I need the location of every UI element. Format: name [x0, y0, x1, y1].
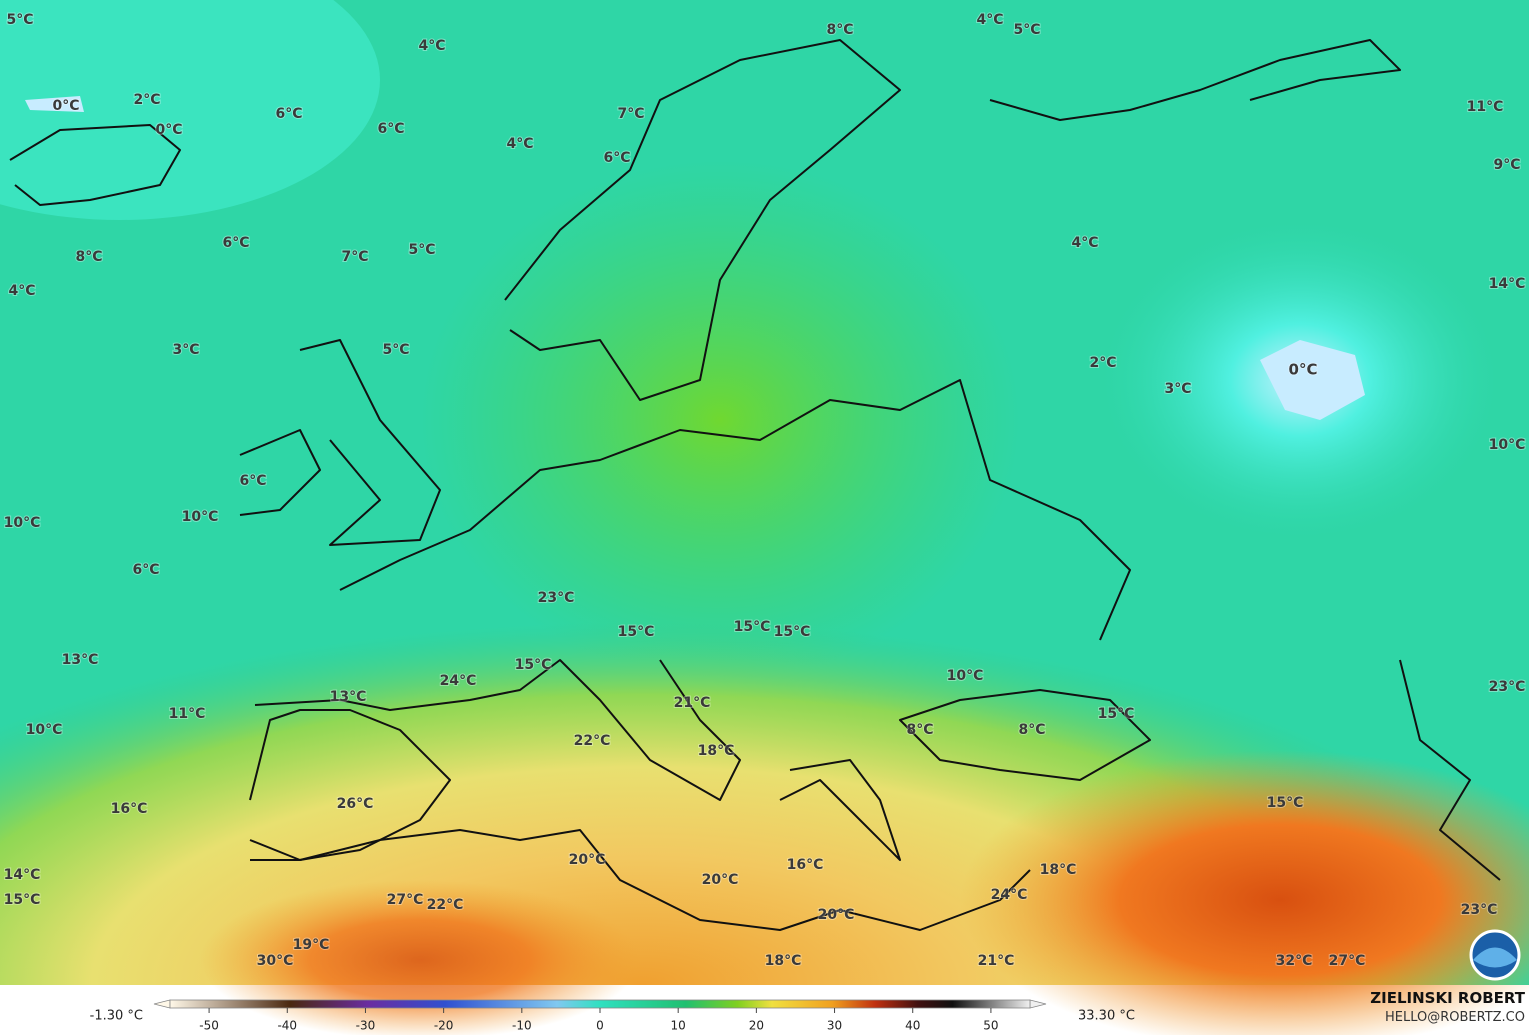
colorbar-tick-label: 40 — [905, 1019, 920, 1033]
temperature-label: 8°C — [826, 22, 853, 38]
temperature-label: 5°C — [6, 12, 33, 28]
temperature-label: 5°C — [408, 242, 435, 258]
temperature-label: 11°C — [169, 706, 206, 722]
temperature-label: 20°C — [569, 852, 606, 868]
temperature-label: 10°C — [182, 509, 219, 525]
colorbar-tick-label: 30 — [827, 1019, 842, 1033]
temperature-label: 5°C — [382, 342, 409, 358]
colorbar-left-arrow — [153, 999, 171, 1009]
temperature-label: 6°C — [377, 121, 404, 137]
temperature-label: 15°C — [774, 624, 811, 640]
temperature-label: 4°C — [976, 12, 1003, 28]
temperature-label: 10°C — [4, 515, 41, 531]
colorbar-tick-label: 10 — [671, 1019, 686, 1033]
temperature-label: 18°C — [765, 953, 802, 969]
temperature-label: 10°C — [947, 668, 984, 684]
temperature-label: 18°C — [1040, 862, 1077, 878]
temperature-label: 6°C — [222, 235, 249, 251]
temperature-label: 6°C — [132, 562, 159, 578]
temperature-label: 5°C — [1013, 22, 1040, 38]
temperature-label: 4°C — [418, 38, 445, 54]
temperature-label: 10°C — [1489, 437, 1526, 453]
temperature-label: 27°C — [387, 892, 424, 908]
temperature-label: 22°C — [574, 733, 611, 749]
colorbar-min-label: -1.30 °C — [90, 1009, 143, 1024]
colorbar-tick-label: -20 — [434, 1019, 454, 1033]
temperature-label: 20°C — [702, 872, 739, 888]
temperature-label: 13°C — [62, 652, 99, 668]
temperature-label: 15°C — [515, 657, 552, 673]
temperature-label: 7°C — [341, 249, 368, 265]
temperature-label: 18°C — [698, 743, 735, 759]
temperature-label: 8°C — [1018, 722, 1045, 738]
colorbar-tick-label: -30 — [356, 1019, 376, 1033]
temperature-label: 15°C — [618, 624, 655, 640]
temperature-label: 30°C — [257, 953, 294, 969]
temperature-label: 23°C — [1461, 902, 1498, 918]
credit-name: ZIELINSKI ROBERT — [1370, 989, 1525, 1007]
colorbar-right-arrow — [1029, 999, 1047, 1009]
temperature-label: 27°C — [1329, 953, 1366, 969]
temperature-label: 24°C — [991, 887, 1028, 903]
noaa-logo — [1469, 929, 1521, 981]
temperature-label: 26°C — [337, 796, 374, 812]
temperature-label: 19°C — [293, 937, 330, 953]
temperature-label: 8°C — [75, 249, 102, 265]
temperature-label: 6°C — [603, 150, 630, 166]
temperature-label: 15°C — [4, 892, 41, 908]
temperature-label: 16°C — [111, 801, 148, 817]
temperature-label: 3°C — [1164, 381, 1191, 397]
colorbar-tick-label: 20 — [749, 1019, 764, 1033]
temperature-label: 2°C — [1089, 355, 1116, 371]
temperature-label: 4°C — [506, 136, 533, 152]
temperature-label: 8°C — [906, 722, 933, 738]
temperature-label: 6°C — [239, 473, 266, 489]
colorbar-tick-label: -50 — [199, 1019, 219, 1033]
credit-email: HELLO@ROBERTZ.CO — [1385, 1010, 1525, 1025]
temperature-label: 23°C — [1489, 679, 1526, 695]
temperature-label: 4°C — [1071, 235, 1098, 251]
colorbar-gradient — [169, 999, 1031, 1009]
temperature-label: 14°C — [1489, 276, 1526, 292]
temperature-label: 24°C — [440, 673, 477, 689]
temperature-label: 21°C — [978, 953, 1015, 969]
temperature-label: 21°C — [674, 695, 711, 711]
temperature-label: 15°C — [734, 619, 771, 635]
colorbar-max-label: 33.30 °C — [1078, 1009, 1135, 1024]
temperature-label: 14°C — [4, 867, 41, 883]
temperature-label: 2°C — [133, 92, 160, 108]
temperature-label: 22°C — [427, 897, 464, 913]
coastlines — [9, 39, 1501, 931]
temperature-label: 0°C — [155, 122, 182, 138]
temperature-label: 13°C — [330, 689, 367, 705]
temperature-label: 23°C — [538, 590, 575, 606]
temperature-label: 4°C — [8, 283, 35, 299]
temperature-label: 16°C — [787, 857, 824, 873]
colorbar-tick-label: -40 — [277, 1019, 297, 1033]
temperature-label: 7°C — [617, 106, 644, 122]
temperature-label: 0°C — [52, 98, 79, 114]
temperature-label: 15°C — [1267, 795, 1304, 811]
temperature-label: 32°C — [1276, 953, 1313, 969]
colorbar-tick-label: -10 — [512, 1019, 532, 1033]
temperature-label: 15°C — [1098, 706, 1135, 722]
temperature-label: 11°C — [1467, 99, 1504, 115]
temperature-label: 20°C — [818, 907, 855, 923]
colorbar: -50 -40 -30 -20 -10 0 10 20 30 40 50 -1.30 °C 33.30 … — [90, 999, 1135, 1033]
temperature-label: 6°C — [275, 106, 302, 122]
colorbar-tick-label: 0 — [596, 1019, 604, 1033]
temperature-label: 0°C — [1289, 361, 1318, 379]
colorbar-tick-label: 50 — [983, 1019, 998, 1033]
temperature-label: 3°C — [172, 342, 199, 358]
temperature-labels: 5°C 4°C 8°C 4°C 5°C 0°C 2°C 0°C 6°C 6°C 7°C 4°C 6°C 1… — [3, 11, 1527, 970]
temperature-label: 9°C — [1493, 157, 1520, 173]
temperature-label: 10°C — [26, 722, 63, 738]
